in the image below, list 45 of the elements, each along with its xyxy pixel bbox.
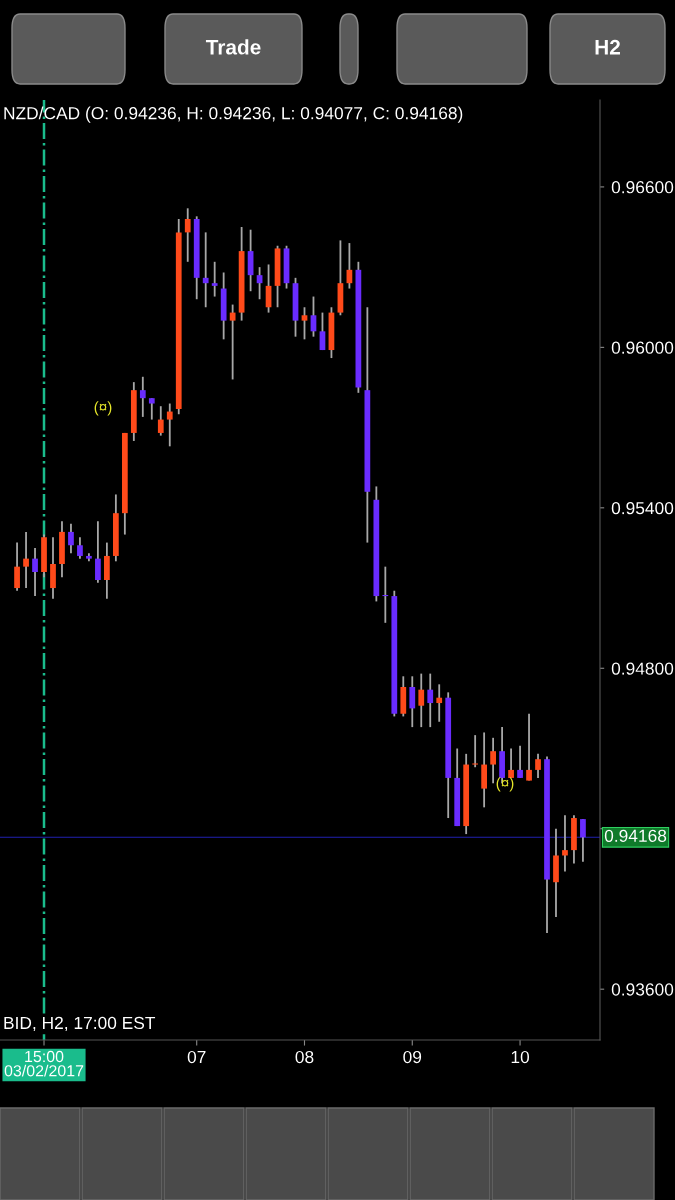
x-tick-label: 10 — [511, 1050, 530, 1064]
candlestick — [418, 672, 425, 729]
candlestick — [95, 520, 101, 584]
candlestick — [68, 522, 74, 555]
annotation: (¤) — [496, 777, 514, 792]
candlestick — [427, 672, 434, 729]
candlestick — [535, 752, 541, 779]
candlestick — [202, 231, 209, 309]
candlestick — [301, 306, 308, 341]
candlestick — [184, 207, 191, 263]
candlestick — [148, 397, 155, 421]
candlestick — [211, 260, 218, 298]
candlestick — [508, 747, 514, 779]
candlestick — [23, 530, 29, 589]
candlestick — [157, 405, 164, 437]
x-tick-label: 07 — [187, 1050, 206, 1064]
y-tick-label: 0.94800 — [611, 662, 674, 675]
candlestick — [32, 547, 38, 597]
candlestick — [139, 375, 146, 418]
y-tick-label: 0.96600 — [611, 181, 674, 194]
candlestick — [77, 536, 83, 560]
candlestick — [472, 734, 479, 769]
candlestick — [517, 744, 523, 779]
y-tick-label: 0.95400 — [611, 501, 674, 515]
x-tick-label: 08 — [295, 1050, 314, 1064]
candlestick — [580, 818, 586, 863]
candlestick — [490, 736, 496, 785]
chart-title: NZD/CAD (O: 0.94236, H: 0.94236, L: 0.94077, C: 0.94168) — [4, 106, 463, 123]
candlestick — [229, 303, 236, 381]
candlestick — [14, 541, 20, 592]
ref-line-label: 0.94168 — [604, 829, 667, 842]
candlestick — [562, 814, 568, 873]
candlestick — [409, 675, 416, 729]
y-tick-label: 0.93600 — [611, 983, 674, 996]
annotation: (¤) — [94, 401, 112, 416]
text: H2 — [595, 39, 620, 55]
x-tick-label: 09 — [403, 1050, 422, 1064]
candlestick — [436, 683, 443, 723]
candlestick — [382, 565, 389, 624]
text: Trade — [205, 39, 261, 55]
candlestick — [166, 402, 173, 448]
candlestick — [526, 712, 532, 782]
x-tick-label: 15:00 03/02/2017 — [4, 1050, 84, 1077]
annotation: BID, H2, 17:00 EST — [4, 1016, 156, 1032]
y-tick-label: 0.96000 — [611, 341, 674, 354]
